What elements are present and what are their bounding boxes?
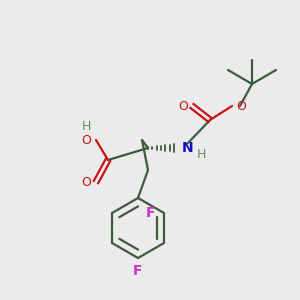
Text: O: O	[236, 100, 246, 112]
Text: O: O	[81, 134, 91, 146]
Text: O: O	[178, 100, 188, 112]
Text: F: F	[133, 264, 143, 278]
Text: N: N	[182, 141, 194, 155]
Text: O: O	[81, 176, 91, 188]
Text: H: H	[81, 121, 91, 134]
Text: F: F	[146, 206, 156, 220]
Text: H: H	[196, 148, 206, 160]
